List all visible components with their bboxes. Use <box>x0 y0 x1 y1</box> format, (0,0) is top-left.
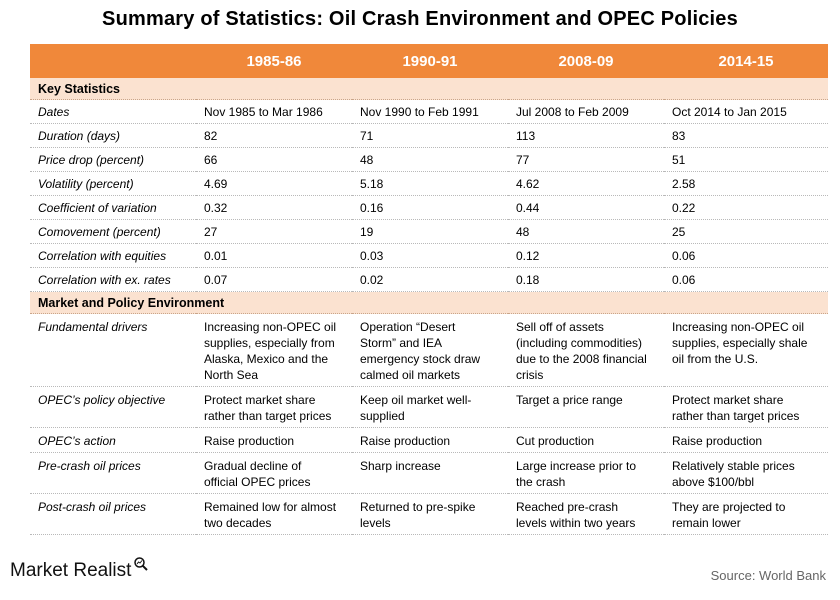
table-cell: 66 <box>196 147 352 172</box>
table-cell: 0.32 <box>196 195 352 220</box>
row-label: Price drop (percent) <box>30 147 196 172</box>
table-cell: Target a price range <box>508 386 664 428</box>
table-cell: 0.02 <box>352 267 508 292</box>
header-blank-cell <box>30 44 196 78</box>
section-row-market-policy: Market and Policy Environment <box>30 291 828 314</box>
table-cell: Raise production <box>664 427 828 453</box>
table-cell: Sell off of assets (including commoditie… <box>508 313 664 387</box>
section-row-key-statistics: Key Statistics <box>30 78 828 100</box>
table-cell: Large increase prior to the crash <box>508 452 664 494</box>
row-label: Fundamental drivers <box>30 313 196 387</box>
header-row: 1985-86 1990-91 2008-09 2014-15 <box>30 44 828 78</box>
table-cell: 0.06 <box>664 243 828 268</box>
policy-row: Fundamental drivers Increasing non-OPEC o… <box>30 313 828 387</box>
policy-row: Pre-crash oil prices Gradual decline of o… <box>30 452 828 494</box>
table-cell: Oct 2014 to Jan 2015 <box>664 99 828 124</box>
table-cell: Sharp increase <box>352 452 508 494</box>
stat-row: Correlation with equities 0.01 0.03 0.12 0.0… <box>30 243 828 268</box>
table-cell: 4.62 <box>508 171 664 196</box>
row-label: Pre-crash oil prices <box>30 452 196 494</box>
table-cell: 25 <box>664 219 828 244</box>
table-cell: 0.16 <box>352 195 508 220</box>
table-cell: 0.01 <box>196 243 352 268</box>
table-cell: 48 <box>352 147 508 172</box>
logo-text: Market Realist <box>10 560 132 581</box>
stat-row: Price drop (percent) 66 48 77 51 <box>30 147 828 172</box>
table-cell: Cut production <box>508 427 664 453</box>
row-label: Dates <box>30 99 196 124</box>
row-label: Correlation with equities <box>30 243 196 268</box>
row-label: Volatility (percent) <box>30 171 196 196</box>
table-cell: Protect market share rather than target … <box>664 386 828 428</box>
table-cell: Raise production <box>352 427 508 453</box>
table-cell: 0.44 <box>508 195 664 220</box>
table-cell: Operation “Desert Storm” and IEA emergen… <box>352 313 508 387</box>
table-cell: 71 <box>352 123 508 148</box>
row-label: Post-crash oil prices <box>30 493 196 535</box>
market-realist-logo: Market Realist <box>10 557 149 582</box>
table-cell: 51 <box>664 147 828 172</box>
table-cell: 4.69 <box>196 171 352 196</box>
source-note: Source: World Bank <box>710 568 826 583</box>
statistics-table: 1985-86 1990-91 2008-09 2014-15 Key Stat… <box>30 44 828 535</box>
table-cell: Keep oil market well-supplied <box>352 386 508 428</box>
magnifier-chart-icon <box>133 556 149 578</box>
table-cell: Increasing non-OPEC oil supplies, especi… <box>196 313 352 387</box>
table-cell: 27 <box>196 219 352 244</box>
policy-row: Post-crash oil prices Remained low for al… <box>30 493 828 535</box>
table-cell: 82 <box>196 123 352 148</box>
row-label: Correlation with ex. rates <box>30 267 196 292</box>
table-cell: Returned to pre-spike levels <box>352 493 508 535</box>
table-cell: 83 <box>664 123 828 148</box>
table-cell: 0.18 <box>508 267 664 292</box>
table-cell: 19 <box>352 219 508 244</box>
page-title: Summary of Statistics: Oil Crash Environ… <box>102 8 738 30</box>
table-cell: 2.58 <box>664 171 828 196</box>
stat-row: Correlation with ex. rates 0.07 0.02 0.18 0.… <box>30 267 828 292</box>
stat-row: Volatility (percent) 4.69 5.18 4.62 2.58 <box>30 171 828 196</box>
table-cell: Increasing non-OPEC oil supplies, especi… <box>664 313 828 387</box>
table-cell: Relatively stable prices above $100/bbl <box>664 452 828 494</box>
policy-row: OPEC’s policy objective Protect market sh… <box>30 386 828 428</box>
table-cell: Protect market share rather than target … <box>196 386 352 428</box>
table-cell: 0.03 <box>352 243 508 268</box>
stat-row: Comovement (percent) 27 19 48 25 <box>30 219 828 244</box>
stat-row: Dates Nov 1985 to Mar 1986 Nov 1990 to Feb… <box>30 99 828 124</box>
section-title: Key Statistics <box>30 78 828 100</box>
table-cell: They are projected to remain lower <box>664 493 828 535</box>
table-cell: 5.18 <box>352 171 508 196</box>
table-cell: Raise production <box>196 427 352 453</box>
table-cell: Remained low for almost two decades <box>196 493 352 535</box>
stat-row: Duration (days) 82 71 113 83 <box>30 123 828 148</box>
column-header: 1990-91 <box>352 44 508 78</box>
row-label: OPEC’s policy objective <box>30 386 196 428</box>
table-cell: Jul 2008 to Feb 2009 <box>508 99 664 124</box>
column-header: 1985-86 <box>196 44 352 78</box>
table-cell: Nov 1990 to Feb 1991 <box>352 99 508 124</box>
table-cell: Reached pre-crash levels within two year… <box>508 493 664 535</box>
column-header: 2014-15 <box>664 44 828 78</box>
table-cell: 113 <box>508 123 664 148</box>
column-header: 2008-09 <box>508 44 664 78</box>
table-cell: 0.07 <box>196 267 352 292</box>
table-cell: 77 <box>508 147 664 172</box>
table-cell: 48 <box>508 219 664 244</box>
table-cell: 0.06 <box>664 267 828 292</box>
table-cell: 0.12 <box>508 243 664 268</box>
policy-row: OPEC’s action Raise production Raise produ… <box>30 427 828 453</box>
row-label: OPEC’s action <box>30 427 196 453</box>
row-label: Coefficient of variation <box>30 195 196 220</box>
table-cell: Gradual decline of official OPEC prices <box>196 452 352 494</box>
row-label: Comovement (percent) <box>30 219 196 244</box>
table-cell: 0.22 <box>664 195 828 220</box>
row-label: Duration (days) <box>30 123 196 148</box>
table-cell: Nov 1985 to Mar 1986 <box>196 99 352 124</box>
stat-row: Coefficient of variation 0.32 0.16 0.44 0.22 <box>30 195 828 220</box>
section-title: Market and Policy Environment <box>30 291 828 314</box>
